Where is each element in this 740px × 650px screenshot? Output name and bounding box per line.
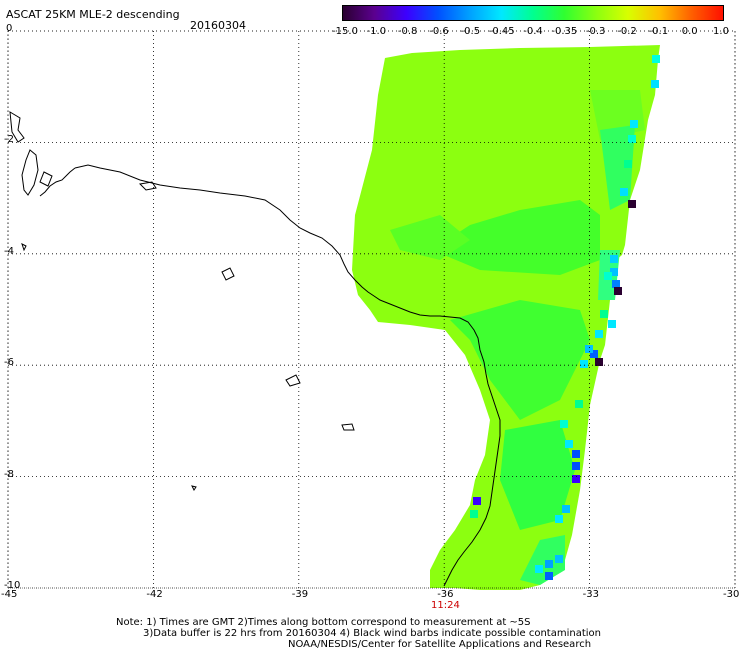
island-outline (341, 423, 355, 431)
colorbar-tick-label: -15.0 (332, 26, 358, 37)
colorbar-tick-label: -0.3 (585, 26, 606, 37)
swath-edge-cell (612, 280, 620, 288)
swath-edge-cell (600, 310, 608, 318)
swath-edge-cell (572, 450, 580, 458)
x-axis-label: -30 (723, 589, 740, 600)
swath-patch (390, 215, 470, 260)
note-line-2: 3)Data buffer is 22 hrs from 20160304 4)… (143, 628, 601, 639)
swath-edge-cell (624, 160, 632, 168)
colorbar-tick-label: -0.1 (648, 26, 669, 37)
colorbar-tick-label: -0.5 (460, 26, 481, 37)
colorbar-tick-label: 1.0 (713, 26, 729, 37)
y-axis-label: 0 (6, 23, 13, 34)
colorbar-tick-label: -0.35 (551, 26, 578, 37)
note-line-3: NOAA/NESDIS/Center for Satellite Applica… (288, 639, 592, 650)
colorbar-tick-label: -0.4 (523, 26, 543, 37)
swath-edge-cell (545, 560, 553, 568)
y-axis-label: -4 (4, 245, 14, 257)
swath-edge-cell (572, 462, 580, 470)
swath-edge-cell (545, 572, 553, 580)
colorbar-tick-label: 0.0 (681, 26, 698, 37)
swath-edge-cell (628, 200, 636, 208)
swath-edge-cell (473, 497, 481, 505)
swath-edge-cell (585, 345, 593, 353)
swath-edge-cell (555, 515, 563, 523)
island-outline (191, 485, 197, 491)
swath-edge-cell (562, 505, 570, 513)
swath-edge-cell (595, 330, 603, 338)
swath-edge-cell (614, 287, 622, 295)
swath-edge-cell (580, 360, 588, 368)
y-axis-label: -2 (4, 134, 14, 146)
swath-edge-cell (572, 475, 580, 483)
pass-time-label: 11:24 (431, 600, 460, 611)
y-axis-label: -10 (4, 580, 21, 591)
swath-edge-cell (560, 420, 568, 428)
swath-patch (520, 535, 565, 585)
swath-edge-cell (535, 565, 543, 573)
swath-edge-cell (565, 440, 573, 448)
island-outline (39, 171, 53, 187)
colorbar-tick-label: -0.8 (397, 26, 418, 37)
swath-edge-cell (610, 268, 618, 276)
island-outline (221, 267, 235, 281)
note-line-1: Note: 1) Times are GMT 2)Times along bot… (116, 617, 531, 628)
swath-edge-cell (630, 120, 638, 128)
swath-edge-cell (575, 400, 583, 408)
swath-edge-cell (590, 350, 598, 358)
swath-edge-cell (651, 80, 659, 88)
y-axis-label: -8 (4, 468, 14, 480)
x-axis-label: -33 (582, 589, 599, 600)
swath-patch (432, 200, 600, 275)
x-axis-label: -42 (146, 589, 163, 600)
swath-edge-cell (608, 320, 616, 328)
colorbar-tick-label: -0.45 (488, 26, 515, 37)
swath-patch (450, 300, 590, 420)
swath-edge-cell (652, 55, 660, 63)
colorbar-tick-label: -0.6 (429, 26, 449, 37)
coastline (39, 167, 76, 197)
map-title: ASCAT 25KM MLE-2 descending (6, 8, 180, 21)
colorbar (342, 5, 724, 21)
swath-edge-cell (555, 555, 563, 563)
x-axis-label: -45 (1, 589, 18, 600)
swath-edge-cell (620, 188, 628, 196)
colorbar-tick-label: -0.2 (617, 26, 637, 37)
swath-edge-cell (470, 510, 478, 518)
colorbar-tick-label: -1.0 (366, 26, 387, 37)
map-date: 20160304 (190, 19, 246, 32)
swath-edge-cell (628, 135, 636, 143)
swath-patch (500, 420, 575, 530)
coastline (74, 164, 501, 587)
island-outline (9, 111, 25, 143)
island-outline (21, 149, 39, 196)
swath-edge-cell (595, 358, 603, 366)
island-outline (21, 243, 27, 252)
x-axis-label: -39 (291, 589, 309, 600)
swath-edge-cell (610, 255, 618, 263)
island-outline (138, 181, 157, 191)
y-axis-label: -6 (4, 357, 14, 369)
swath-edge-cell (604, 272, 612, 280)
x-axis-label: -36 (437, 589, 454, 600)
island-outline (285, 374, 301, 387)
